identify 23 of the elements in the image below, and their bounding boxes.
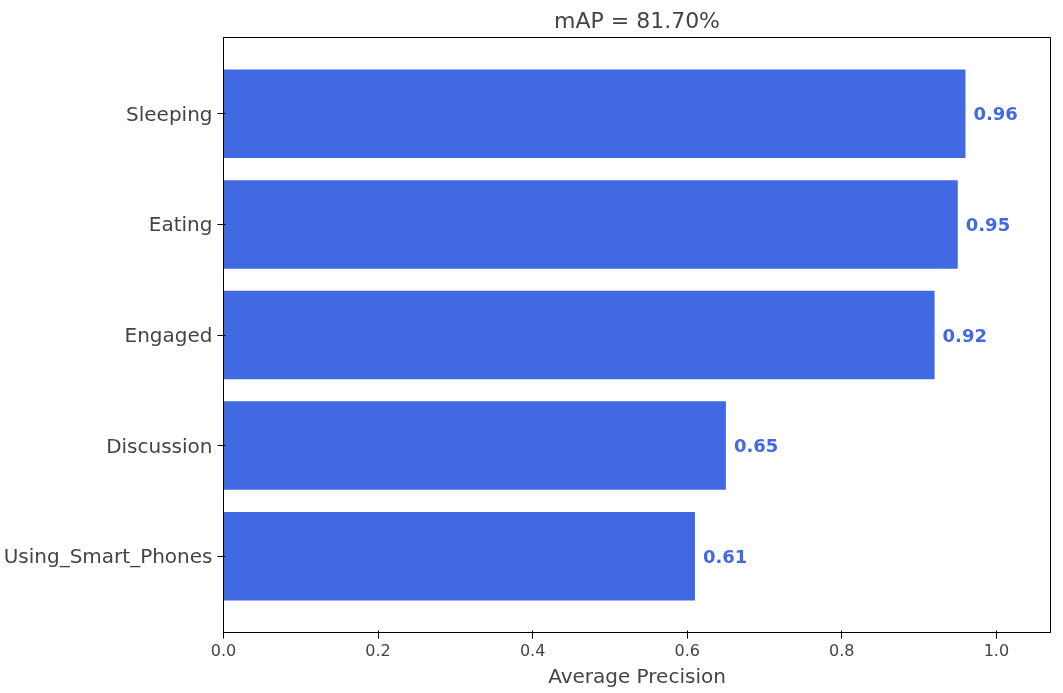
y-tick-label: Eating xyxy=(148,212,213,237)
data-label: 0.95 xyxy=(965,213,1011,235)
bar xyxy=(223,180,958,269)
bar xyxy=(223,69,966,159)
x-tick-label: 0.4 xyxy=(519,640,546,660)
x-axis-title: Average Precision xyxy=(548,663,726,688)
y-tick-label: Using_Smart_Phones xyxy=(3,544,213,569)
data-label: 0.65 xyxy=(733,435,779,457)
y-tick-label: Sleeping xyxy=(126,101,213,126)
x-tick-label: 0.6 xyxy=(674,640,700,660)
bar xyxy=(223,401,726,490)
x-tick-label: 0.8 xyxy=(829,640,855,660)
y-tick-label: Engaged xyxy=(124,323,213,347)
x-tick-label: 0.0 xyxy=(210,640,237,660)
chart-title: mAP = 81.70% xyxy=(553,7,721,33)
data-label: 0.61 xyxy=(702,545,748,567)
data-label: 0.92 xyxy=(942,324,987,346)
bar xyxy=(223,511,695,601)
x-tick-label: 1.0 xyxy=(983,640,1010,660)
y-tick-label: Discussion xyxy=(106,433,213,458)
data-label: 0.96 xyxy=(973,103,1018,125)
x-tick-label: 0.2 xyxy=(365,640,391,660)
bar xyxy=(223,290,935,380)
